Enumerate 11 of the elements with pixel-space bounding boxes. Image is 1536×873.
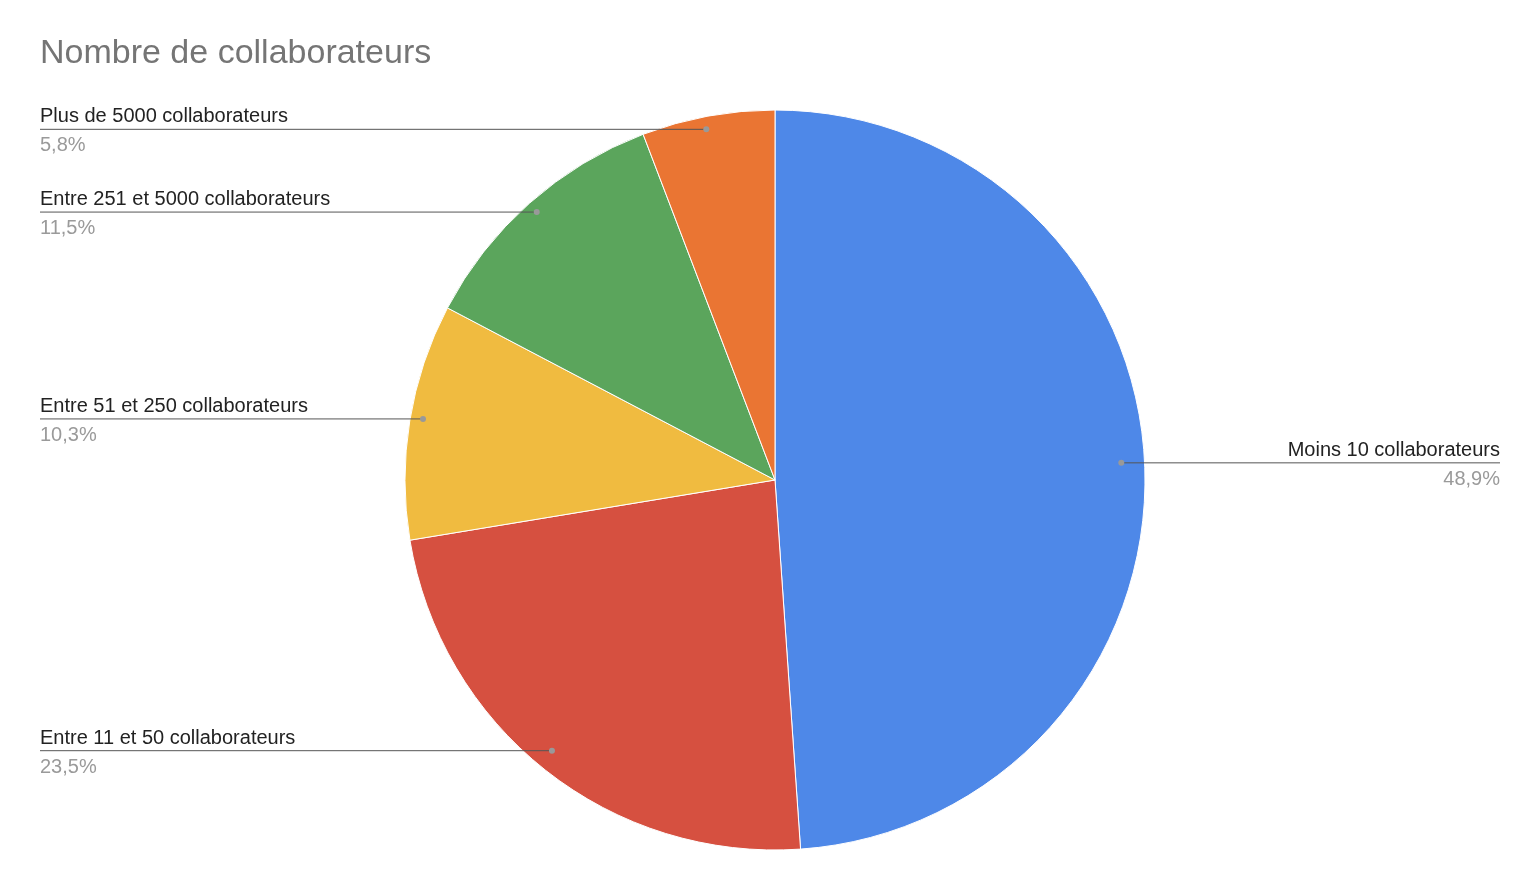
slice-label: Entre 11 et 50 collaborateurs <box>40 725 296 748</box>
slice-label: Entre 51 et 250 collaborateurs <box>40 393 308 416</box>
data-label: 11,5% <box>40 216 96 239</box>
slice-label: Plus de 5000 collaborateurs <box>40 104 288 127</box>
data-label: 48,9% <box>1443 466 1501 489</box>
slice-label: Moins 10 collaborateurs <box>1287 437 1500 460</box>
data-label: 10,3% <box>40 422 97 445</box>
data-label: 23,5% <box>40 754 97 777</box>
chart-title: Nombre de collaborateurs <box>40 32 432 71</box>
slice-label: Entre 251 et 5000 collaborateurs <box>40 187 331 210</box>
data-label: 5,8% <box>40 133 86 156</box>
